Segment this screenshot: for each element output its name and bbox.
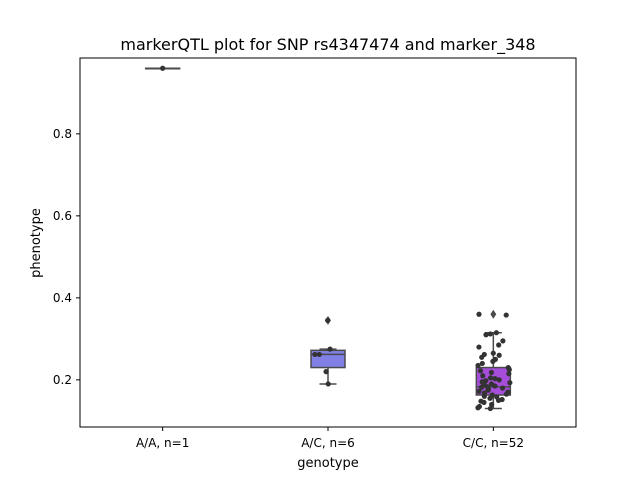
x-tick-label: A/C, n=6 [301, 436, 355, 450]
data-point [493, 330, 499, 336]
data-point [478, 384, 485, 390]
data-point [481, 399, 487, 405]
data-point [496, 377, 502, 383]
data-point [475, 405, 481, 411]
y-tick-label: 0.4 [53, 291, 72, 305]
data-point [489, 401, 495, 408]
y-axis-label: phenotype [29, 208, 44, 278]
data-point [506, 367, 512, 373]
data-point [503, 312, 509, 318]
data-point [487, 395, 493, 401]
data-point [487, 331, 493, 337]
y-tick-label: 0.6 [53, 209, 72, 223]
data-point [479, 360, 485, 367]
chart-title: markerQTL plot for SNP rs4347474 and mar… [120, 35, 535, 55]
plot-area [144, 65, 513, 412]
data-point [492, 383, 498, 389]
data-point [503, 391, 509, 397]
data-point [160, 65, 166, 71]
x-axis-label: genotype [297, 456, 358, 471]
data-point [325, 317, 331, 323]
data-point [316, 351, 322, 358]
data-point [487, 375, 494, 381]
data-point [476, 311, 482, 317]
axes: 0.2 0.4 0.6 0.8 A/A, n=1 A/C, n=6 C/C, n=52 [53, 127, 524, 450]
data-point [495, 397, 502, 403]
data-point [476, 388, 482, 394]
data-point [476, 344, 482, 350]
data-point [496, 352, 502, 358]
data-point [483, 332, 489, 338]
data-point [496, 342, 502, 348]
data-point [487, 405, 493, 412]
x-tick-label: A/A, n=1 [136, 436, 189, 450]
outlier-marker [490, 309, 497, 319]
data-point [485, 387, 491, 393]
data-point [490, 350, 496, 356]
data-point [475, 362, 481, 369]
data-point [500, 385, 506, 391]
x-tick-label: C/C, n=52 [463, 436, 524, 450]
data-point [500, 338, 506, 344]
data-point [480, 373, 486, 379]
data-point [477, 368, 484, 374]
data-point [323, 369, 329, 375]
y-tick-label: 0.2 [53, 373, 72, 387]
data-point [325, 381, 331, 387]
data-point [507, 380, 513, 386]
data-point [312, 351, 318, 358]
data-point [479, 354, 485, 360]
data-point [490, 358, 496, 364]
data-point [506, 371, 512, 377]
data-point [488, 369, 495, 376]
data-point [481, 393, 487, 399]
y-tick-label: 0.8 [53, 127, 72, 141]
data-point [492, 376, 498, 382]
data-point [327, 346, 333, 352]
